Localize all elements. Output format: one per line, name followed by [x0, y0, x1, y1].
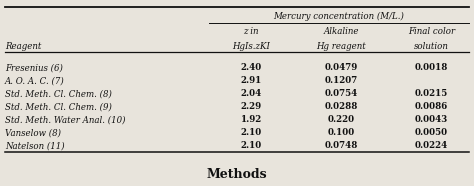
Text: 2.10: 2.10	[241, 141, 262, 150]
Text: 0.0018: 0.0018	[415, 63, 448, 72]
Text: 0.0288: 0.0288	[325, 102, 358, 111]
Text: 0.0224: 0.0224	[415, 141, 448, 150]
Text: 0.0748: 0.0748	[325, 141, 358, 150]
Text: A. O. A. C. (7): A. O. A. C. (7)	[5, 76, 64, 85]
Text: Std. Meth. Cl. Chem. (8): Std. Meth. Cl. Chem. (8)	[5, 89, 111, 98]
Text: Alkaline: Alkaline	[324, 27, 359, 36]
Text: solution: solution	[414, 42, 449, 51]
Text: z in: z in	[244, 27, 259, 36]
Text: Final color: Final color	[408, 27, 455, 36]
Text: 2.04: 2.04	[241, 89, 262, 98]
Text: 0.1207: 0.1207	[325, 76, 358, 85]
Text: 1.92: 1.92	[241, 115, 262, 124]
Text: 0.0086: 0.0086	[415, 102, 448, 111]
Text: 0.220: 0.220	[328, 115, 355, 124]
Text: Hg reagent: Hg reagent	[317, 42, 366, 51]
Text: Std. Meth. Cl. Chem. (9): Std. Meth. Cl. Chem. (9)	[5, 102, 111, 111]
Text: 0.100: 0.100	[328, 128, 355, 137]
Text: 0.0479: 0.0479	[325, 63, 358, 72]
Text: 0.0043: 0.0043	[415, 115, 448, 124]
Text: 0.0754: 0.0754	[325, 89, 358, 98]
Text: Vanselow (8): Vanselow (8)	[5, 128, 61, 137]
Text: Std. Meth. Water Anal. (10): Std. Meth. Water Anal. (10)	[5, 115, 125, 124]
Text: 0.0215: 0.0215	[415, 89, 448, 98]
Text: 2.40: 2.40	[241, 63, 262, 72]
Text: Natelson (11): Natelson (11)	[5, 141, 64, 150]
Text: 2.29: 2.29	[241, 102, 262, 111]
Text: 2.10: 2.10	[241, 128, 262, 137]
Text: 2.91: 2.91	[241, 76, 262, 85]
Text: Reagent: Reagent	[5, 42, 41, 51]
Text: Fresenius (6): Fresenius (6)	[5, 63, 63, 72]
Text: Methods: Methods	[207, 168, 267, 181]
Text: HgIs.zKI: HgIs.zKI	[232, 42, 270, 51]
Text: 0.0050: 0.0050	[415, 128, 448, 137]
Text: Mercury concentration (M/L.): Mercury concentration (M/L.)	[273, 12, 404, 21]
